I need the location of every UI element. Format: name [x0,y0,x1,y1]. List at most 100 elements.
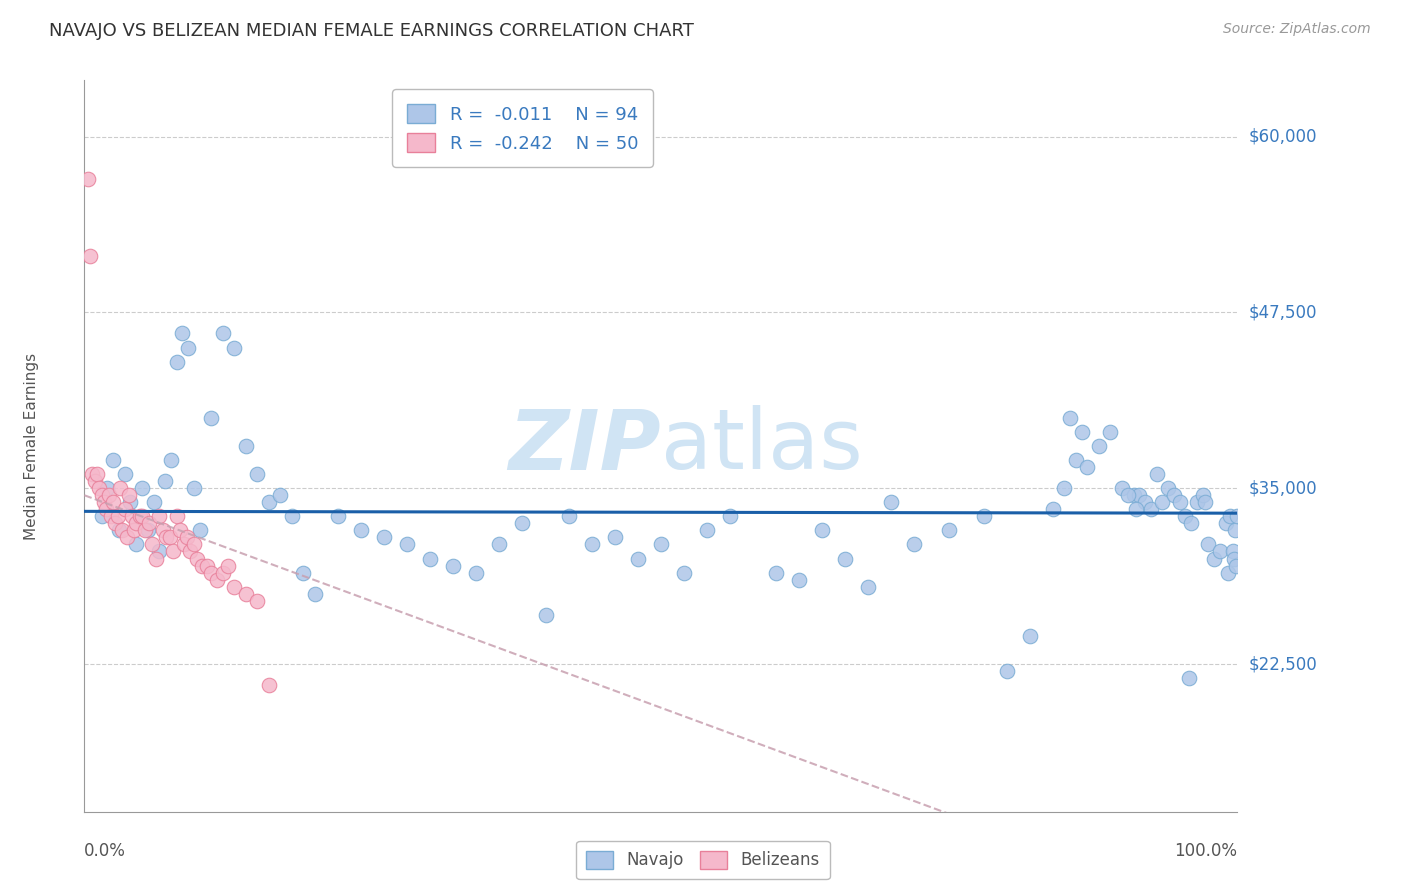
Point [1059,410,1081,425]
Point [125,516,148,531]
Point [79,249,101,263]
Point [1111,481,1133,495]
Point [973,509,995,524]
Point [107,509,129,524]
Point [148,509,170,524]
Point [121,509,143,524]
Point [650,537,672,551]
Point [1140,502,1163,516]
Point [304,587,326,601]
Point [880,495,903,509]
Point [1064,453,1087,467]
Point [179,544,201,558]
Point [162,544,184,558]
Legend: R =  -0.011    N = 94, R =  -0.242    N = 50: R = -0.011 N = 94, R = -0.242 N = 50 [392,89,652,167]
Point [177,341,200,355]
Point [93,495,115,509]
Point [200,410,222,425]
Point [141,537,163,551]
Point [134,524,156,538]
Point [246,467,269,482]
Text: Median Female Earnings: Median Female Earnings [24,352,39,540]
Point [90,488,112,502]
Point [1088,439,1111,453]
Point [138,516,160,531]
Point [257,678,280,692]
Point [603,530,626,544]
Point [114,467,136,482]
Point [257,495,280,509]
Point [627,551,650,566]
Point [186,551,208,566]
Point [131,509,153,524]
Point [1157,481,1180,495]
Point [125,537,148,551]
Point [89,481,111,495]
Point [1076,460,1098,475]
Point [211,566,233,580]
Point [191,558,214,573]
Point [136,524,159,538]
Point [326,509,349,524]
Text: 0.0%: 0.0% [84,842,127,860]
Point [200,566,222,580]
Point [131,481,153,495]
Point [1225,558,1247,573]
Point [160,453,183,467]
Text: ZIP: ZIP [508,406,661,486]
Point [128,509,150,524]
Point [115,530,138,544]
Text: $22,500: $22,500 [1249,655,1317,673]
Point [1125,502,1147,516]
Point [153,474,176,488]
Point [1209,544,1232,558]
Point [373,530,395,544]
Point [1223,524,1246,538]
Point [1185,495,1208,509]
Point [172,326,194,341]
Point [1168,495,1191,509]
Point [103,495,124,509]
Point [834,551,856,566]
Point [1163,488,1185,502]
Point [224,341,246,355]
Point [176,530,198,544]
Point [1222,544,1244,558]
Point [173,537,195,551]
Point [1018,629,1040,643]
Point [534,607,557,622]
Point [1216,566,1239,580]
Point [419,551,441,566]
Point [1180,516,1202,531]
Point [145,551,167,566]
Point [512,516,534,531]
Point [1116,488,1139,502]
Point [1053,481,1076,495]
Point [111,524,134,538]
Point [396,537,419,551]
Point [1226,509,1249,524]
Point [152,524,174,538]
Point [100,509,122,524]
Legend: Navajo, Belizeans: Navajo, Belizeans [576,840,830,880]
Point [108,481,131,495]
Point [1174,509,1197,524]
Point [224,580,246,594]
Point [995,664,1018,678]
Point [672,566,695,580]
Point [1070,425,1092,439]
Point [488,537,510,551]
Point [122,524,145,538]
Point [292,566,315,580]
Point [218,558,240,573]
Text: Source: ZipAtlas.com: Source: ZipAtlas.com [1223,22,1371,37]
Text: atlas: atlas [661,406,862,486]
Point [108,524,131,538]
Point [281,509,304,524]
Point [142,495,165,509]
Point [159,530,181,544]
Point [581,537,603,551]
Point [765,566,787,580]
Point [96,502,118,516]
Point [188,524,211,538]
